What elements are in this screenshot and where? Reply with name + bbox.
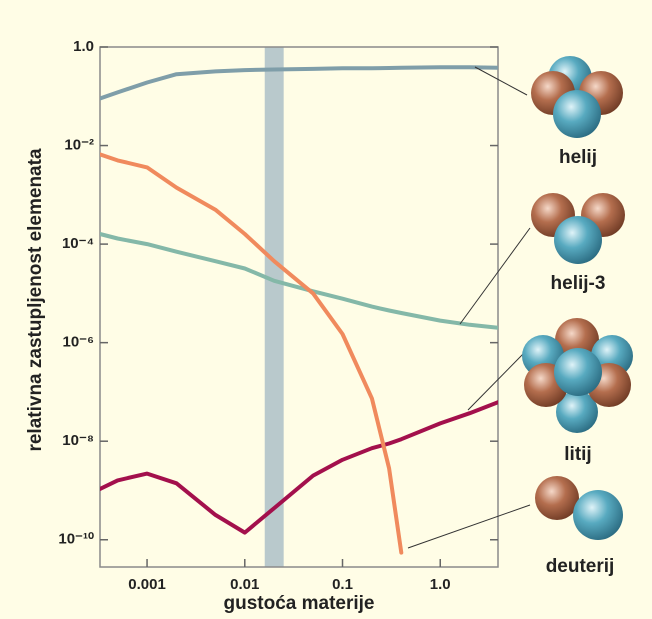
y-tick-label: 10⁻⁶ xyxy=(62,334,94,351)
y-tick-label: 10⁻⁸ xyxy=(62,432,94,449)
x-tick-label: 0.01 xyxy=(230,576,259,593)
legend-label: helij-3 xyxy=(551,273,606,294)
x-tick-label: 0.001 xyxy=(128,576,166,593)
y-tick-label: 1.0 xyxy=(73,38,94,55)
x-tick-label: 1.0 xyxy=(430,576,451,593)
legend-label: helij xyxy=(559,147,597,168)
highlight-band xyxy=(265,47,284,567)
y-axis-label: relativna zastupljenost elemenata xyxy=(25,148,46,451)
y-tick-label: 10⁻² xyxy=(64,137,94,154)
y-tick-label: 10⁻¹⁰ xyxy=(58,531,94,548)
x-axis-label: gustoća materije xyxy=(224,593,375,614)
chart: 1.010⁻²10⁻⁴10⁻⁶10⁻⁸10⁻¹⁰0.0010.010.11.0 … xyxy=(0,0,652,619)
legend-label: deuterij xyxy=(546,556,615,577)
legend-label: litij xyxy=(564,444,591,465)
y-tick-label: 10⁻⁴ xyxy=(62,235,94,252)
x-tick-label: 0.1 xyxy=(332,576,353,593)
